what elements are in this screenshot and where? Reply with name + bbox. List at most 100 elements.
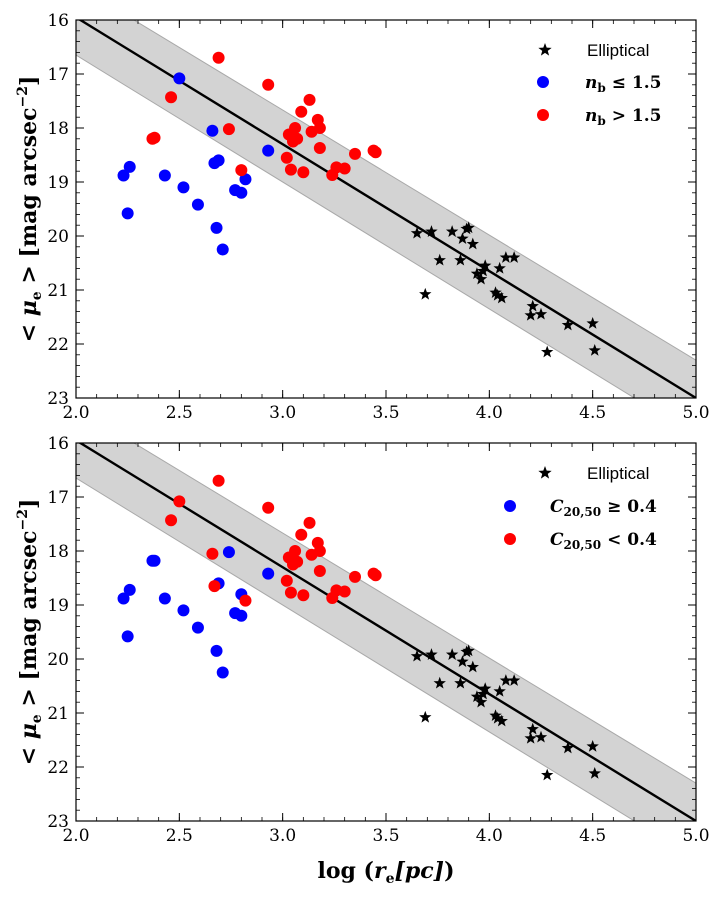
elliptical-point — [499, 251, 513, 263]
red-point — [338, 585, 351, 598]
blue-point — [177, 604, 190, 617]
blue-point — [262, 567, 275, 580]
red-point — [297, 166, 310, 179]
blue-point — [235, 186, 248, 199]
elliptical-point — [489, 286, 502, 298]
elliptical-point — [454, 253, 467, 266]
elliptical-point — [561, 318, 575, 331]
top-axis-ticks: 2.0 2.5 3.0 3.5 4.0 4.5 5.0 16 17 18 19 20 21 22 23 — [47, 11, 709, 423]
red-point — [291, 555, 304, 568]
x-tick-label: 2.0 — [62, 403, 89, 423]
red-point — [303, 93, 316, 106]
elliptical-point — [534, 307, 548, 320]
legend-elliptical-label: Elliptical — [587, 464, 649, 483]
elliptical-point — [410, 649, 424, 662]
red-point — [313, 122, 326, 134]
red-point — [289, 545, 302, 557]
red-point — [173, 495, 186, 508]
elliptical-point — [491, 711, 504, 724]
y-tick-label: 22 — [47, 758, 69, 778]
red-point — [349, 570, 361, 583]
bottom-panel: 2.0 2.5 3.0 3.5 4.0 4.5 5.0 16 17 18 19 20 21 22 23 El… — [15, 434, 710, 887]
x-tick-label: 3.5 — [372, 403, 399, 423]
elliptical-point — [491, 288, 504, 301]
elliptical-point — [479, 682, 492, 694]
y-tick-label: 18 — [47, 119, 69, 139]
elliptical-point — [445, 648, 459, 660]
red-point — [291, 132, 304, 145]
red-point — [165, 514, 178, 527]
legend-elliptical-marker — [538, 43, 552, 56]
blue-point — [212, 154, 225, 167]
red-point — [206, 547, 219, 560]
elliptical-point — [456, 232, 469, 244]
elliptical-point — [507, 674, 521, 686]
blue-point — [191, 198, 204, 211]
fit-line — [78, 20, 696, 398]
scatter-band — [76, 20, 696, 398]
y-tick-label: 23 — [47, 389, 69, 409]
blue-point — [121, 630, 134, 643]
blue-point — [158, 592, 171, 605]
red-point — [262, 78, 275, 91]
elliptical-point — [456, 655, 469, 667]
elliptical-point — [470, 267, 484, 280]
elliptical-point — [493, 684, 506, 697]
elliptical-point — [425, 648, 438, 660]
elliptical-point — [476, 687, 490, 700]
elliptical-point — [561, 741, 575, 754]
blue-point — [117, 592, 130, 605]
red-point — [295, 528, 308, 541]
x-tick-label: 5.0 — [682, 826, 709, 846]
y-tick-label: 22 — [47, 335, 69, 355]
elliptical-point — [524, 308, 537, 321]
elliptical-point — [474, 695, 488, 708]
x-tick-label: 2.5 — [166, 403, 193, 423]
elliptical-point — [474, 272, 488, 285]
x-tick-label: 5.0 — [682, 403, 709, 423]
y-tick-label: 17 — [47, 65, 69, 85]
elliptical-point — [466, 237, 479, 250]
blue-point — [121, 207, 134, 220]
red-point — [212, 51, 225, 64]
elliptical-point — [588, 766, 601, 779]
elliptical-point — [588, 343, 601, 356]
top-y-axis-label: < μe > [mag arcsec−2] — [15, 76, 45, 343]
red-point — [369, 569, 382, 582]
bottom-legend: Elliptical C20,50 ≥ 0.4 C20,50 < 0.4 — [504, 464, 657, 552]
elliptical-point — [445, 225, 459, 237]
legend-red-marker — [504, 533, 516, 545]
red-point — [297, 589, 310, 602]
red-point — [284, 163, 297, 176]
blue-point — [191, 621, 204, 634]
red-point — [313, 564, 326, 577]
elliptical-point — [524, 731, 537, 744]
red-point — [222, 123, 235, 136]
blue-point — [123, 160, 136, 173]
blue-point — [158, 169, 171, 182]
elliptical-point — [470, 690, 484, 703]
x-tick-label: 4.0 — [476, 403, 503, 423]
elliptical-point — [493, 261, 506, 274]
y-tick-label: 23 — [47, 812, 69, 832]
red-point — [369, 146, 382, 159]
elliptical-point — [541, 345, 554, 358]
x-tick-label: 2.5 — [166, 826, 193, 846]
blue-point — [235, 609, 248, 622]
blue-point — [177, 181, 190, 194]
elliptical-point — [495, 714, 508, 727]
x-tick-label: 4.5 — [579, 826, 606, 846]
red-point — [148, 131, 161, 144]
legend-red-label: C20,50 < 0.4 — [550, 530, 657, 552]
y-tick-label: 20 — [47, 227, 69, 247]
legend-blue-marker — [537, 76, 549, 88]
x-tick-label: 3.0 — [269, 403, 296, 423]
blue-point — [210, 221, 223, 234]
blue-point — [216, 666, 229, 679]
elliptical-point — [526, 722, 539, 735]
x-tick-label: 3.5 — [372, 826, 399, 846]
blue-point — [216, 243, 229, 256]
y-tick-label: 19 — [47, 596, 69, 616]
elliptical-point — [410, 226, 424, 239]
x-tick-label: 4.5 — [579, 403, 606, 423]
